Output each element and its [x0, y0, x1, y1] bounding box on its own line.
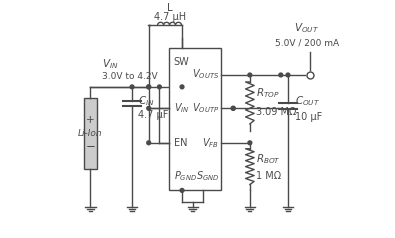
Text: L: L: [167, 3, 173, 13]
Text: +: +: [86, 115, 95, 125]
Bar: [169, 48, 221, 190]
Text: $V_{OUTP}$: $V_{OUTP}$: [192, 101, 219, 115]
Bar: [84, 98, 97, 169]
Text: $V_{FB}$: $V_{FB}$: [202, 136, 219, 150]
Text: 4.7 μF: 4.7 μF: [138, 110, 168, 120]
Circle shape: [231, 106, 235, 110]
Circle shape: [158, 85, 161, 89]
Circle shape: [180, 85, 184, 89]
Circle shape: [147, 141, 150, 145]
Circle shape: [248, 73, 252, 77]
Text: 5.0V / 200 mA: 5.0V / 200 mA: [275, 38, 339, 47]
Text: 4.7 μH: 4.7 μH: [154, 12, 186, 22]
Text: $V_{IN}$: $V_{IN}$: [174, 101, 189, 115]
Text: 3.0V to 4.2V: 3.0V to 4.2V: [102, 72, 158, 81]
Circle shape: [147, 85, 150, 89]
Text: −: −: [85, 140, 95, 153]
Circle shape: [248, 141, 252, 145]
Text: $V_{OUTS}$: $V_{OUTS}$: [192, 67, 219, 81]
Text: $S_{GND}$: $S_{GND}$: [196, 169, 220, 183]
Text: 3.09 MΩ: 3.09 MΩ: [256, 107, 296, 118]
Text: 1 MΩ: 1 MΩ: [256, 171, 281, 181]
Text: $R_{BOT}$: $R_{BOT}$: [256, 153, 280, 166]
Circle shape: [147, 106, 150, 110]
Text: 10 μF: 10 μF: [295, 112, 322, 122]
Circle shape: [231, 106, 235, 110]
Text: SW: SW: [174, 57, 190, 67]
Text: EN: EN: [174, 138, 187, 148]
Text: $V_{IN}$: $V_{IN}$: [102, 57, 119, 71]
Circle shape: [180, 188, 184, 192]
Text: $C_{OUT}$: $C_{OUT}$: [295, 94, 320, 108]
Text: $R_{TOP}$: $R_{TOP}$: [256, 87, 280, 100]
Circle shape: [147, 85, 150, 89]
Text: $V_{OUT}$: $V_{OUT}$: [294, 22, 320, 35]
Circle shape: [130, 85, 134, 89]
Circle shape: [279, 73, 283, 77]
Text: $P_{GND}$: $P_{GND}$: [174, 169, 197, 183]
Text: $C_{IN}$: $C_{IN}$: [138, 94, 154, 108]
Circle shape: [286, 73, 290, 77]
Text: Li-Ion: Li-Ion: [78, 129, 103, 138]
